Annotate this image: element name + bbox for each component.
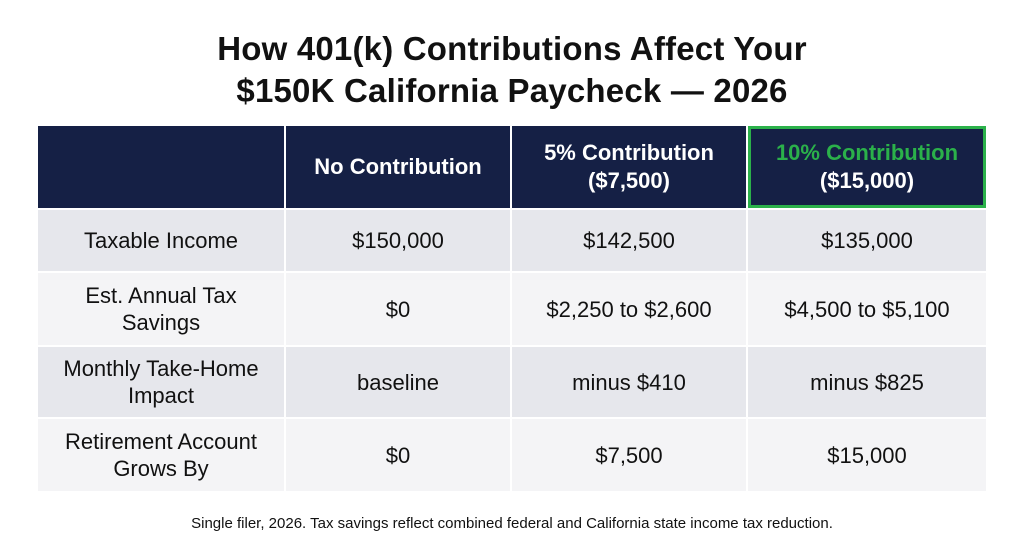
cell-no-contribution: baseline <box>286 345 512 417</box>
cell-10-percent: $15,000 <box>748 417 986 491</box>
cell-10-percent: minus $825 <box>748 345 986 417</box>
cell-5-percent: minus $410 <box>512 345 748 417</box>
cell-5-percent: $2,250 to $2,600 <box>512 271 748 345</box>
cell-10-percent: $135,000 <box>748 208 986 271</box>
header-sublabel: ($15,000) <box>819 168 915 193</box>
header-label: 5% Contribution <box>544 140 714 165</box>
table-row: Retirement Account Grows By $0 $7,500 $1… <box>38 417 986 491</box>
cell-no-contribution: $0 <box>286 271 512 345</box>
cell-no-contribution: $150,000 <box>286 208 512 271</box>
table-row: Monthly Take-Home Impact baseline minus … <box>38 345 986 417</box>
row-label: Est. Annual Tax Savings <box>38 271 286 345</box>
cell-5-percent: $7,500 <box>512 417 748 491</box>
cell-no-contribution: $0 <box>286 417 512 491</box>
title-line-2: $150K California Paycheck — 2026 <box>236 72 788 109</box>
header-empty-cell <box>38 126 286 208</box>
footnote: Single filer, 2026. Tax savings reflect … <box>191 515 833 532</box>
cell-10-percent: $4,500 to $5,100 <box>748 271 986 345</box>
header-label: No Contribution <box>314 154 482 179</box>
table-row: Est. Annual Tax Savings $0 $2,250 to $2,… <box>38 271 986 345</box>
title-line-1: How 401(k) Contributions Affect Your <box>217 30 807 67</box>
row-label: Monthly Take-Home Impact <box>38 345 286 417</box>
comparison-table: No Contribution 5% Contribution ($7,500)… <box>38 126 986 491</box>
table-row: Taxable Income $150,000 $142,500 $135,00… <box>38 208 986 271</box>
table-header-row: No Contribution 5% Contribution ($7,500)… <box>38 126 986 208</box>
row-label: Taxable Income <box>38 208 286 271</box>
comparison-table-container: No Contribution 5% Contribution ($7,500)… <box>38 126 986 491</box>
header-no-contribution: No Contribution <box>286 126 512 208</box>
page-title: How 401(k) Contributions Affect Your $15… <box>0 28 1024 112</box>
cell-5-percent: $142,500 <box>512 208 748 271</box>
header-5-percent-contribution: 5% Contribution ($7,500) <box>512 126 748 208</box>
row-label: Retirement Account Grows By <box>38 417 286 491</box>
header-sublabel: ($7,500) <box>588 168 670 193</box>
header-10-percent-contribution: 10% Contribution ($15,000) <box>748 126 986 208</box>
header-label: 10% Contribution <box>775 140 959 165</box>
